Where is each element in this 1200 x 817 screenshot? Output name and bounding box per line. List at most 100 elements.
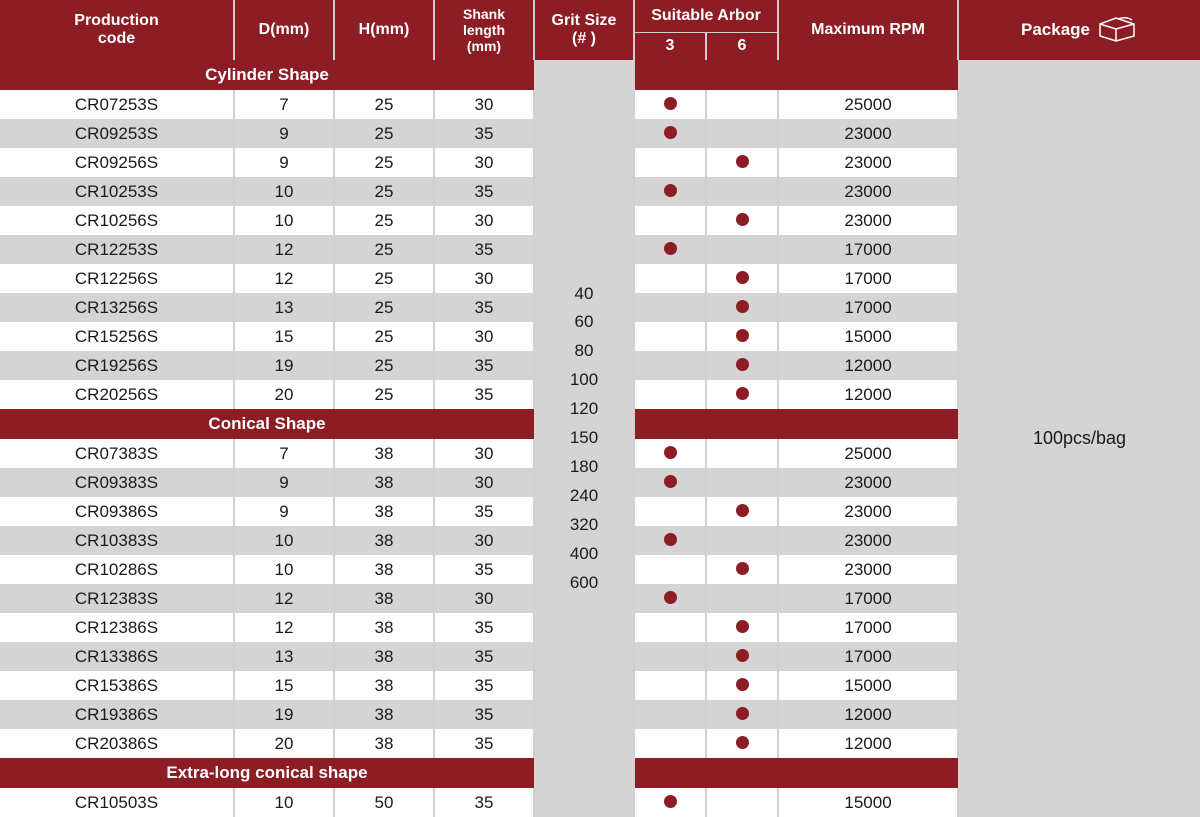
cell-arbor-6 bbox=[706, 90, 778, 119]
cell-d: 12 bbox=[234, 264, 334, 293]
cell-arbor-3 bbox=[634, 729, 706, 758]
cell-arbor-3 bbox=[634, 497, 706, 526]
cell-rpm: 17000 bbox=[778, 613, 958, 642]
cell-arbor-3 bbox=[634, 642, 706, 671]
cell-d: 12 bbox=[234, 235, 334, 264]
col-header-package: Package bbox=[958, 0, 1200, 60]
cell-code: CR09256S bbox=[0, 148, 234, 177]
dot-icon bbox=[664, 126, 677, 139]
cell-arbor-6 bbox=[706, 700, 778, 729]
cell-h: 25 bbox=[334, 148, 434, 177]
cell-shank: 35 bbox=[434, 119, 534, 148]
cell-arbor-3 bbox=[634, 293, 706, 322]
col-header-arbor-3: 3 bbox=[634, 32, 706, 60]
cell-arbor-3 bbox=[634, 351, 706, 380]
col-header-arbor-6: 6 bbox=[706, 32, 778, 60]
cell-code: CR10383S bbox=[0, 526, 234, 555]
cell-code: CR09386S bbox=[0, 497, 234, 526]
cell-arbor-6 bbox=[706, 264, 778, 293]
dot-icon bbox=[736, 155, 749, 168]
cell-h: 25 bbox=[334, 351, 434, 380]
cell-rpm: 12000 bbox=[778, 351, 958, 380]
section-header: Cylinder Shape bbox=[0, 60, 534, 90]
cell-arbor-3 bbox=[634, 788, 706, 817]
dot-icon bbox=[736, 213, 749, 226]
cell-arbor-3 bbox=[634, 671, 706, 700]
dot-icon bbox=[736, 358, 749, 371]
cell-h: 25 bbox=[334, 119, 434, 148]
section-strip-arbor bbox=[634, 758, 778, 788]
cell-arbor-6 bbox=[706, 293, 778, 322]
cell-d: 12 bbox=[234, 584, 334, 613]
col-header-code: Productioncode bbox=[0, 0, 234, 60]
cell-rpm: 23000 bbox=[778, 119, 958, 148]
cell-arbor-6 bbox=[706, 613, 778, 642]
cell-shank: 30 bbox=[434, 468, 534, 497]
cell-rpm: 17000 bbox=[778, 642, 958, 671]
cell-code: CR07253S bbox=[0, 90, 234, 119]
cell-h: 38 bbox=[334, 555, 434, 584]
col-header-d: D(mm) bbox=[234, 0, 334, 60]
cell-shank: 35 bbox=[434, 613, 534, 642]
cell-h: 25 bbox=[334, 90, 434, 119]
dot-icon bbox=[664, 446, 677, 459]
cell-rpm: 25000 bbox=[778, 90, 958, 119]
cell-rpm: 23000 bbox=[778, 555, 958, 584]
dot-icon bbox=[736, 504, 749, 517]
cell-arbor-3 bbox=[634, 584, 706, 613]
cell-arbor-3 bbox=[634, 264, 706, 293]
dot-icon bbox=[736, 649, 749, 662]
cell-shank: 30 bbox=[434, 322, 534, 351]
cell-arbor-6 bbox=[706, 119, 778, 148]
cell-arbor-6 bbox=[706, 729, 778, 758]
cell-code: CR12386S bbox=[0, 613, 234, 642]
dot-icon bbox=[664, 475, 677, 488]
cell-code: CR19386S bbox=[0, 700, 234, 729]
cell-code: CR10503S bbox=[0, 788, 234, 817]
cell-arbor-3 bbox=[634, 380, 706, 409]
cell-d: 9 bbox=[234, 497, 334, 526]
cell-arbor-3 bbox=[634, 555, 706, 584]
cell-rpm: 23000 bbox=[778, 206, 958, 235]
cell-h: 25 bbox=[334, 380, 434, 409]
dot-icon bbox=[664, 97, 677, 110]
cell-arbor-3 bbox=[634, 206, 706, 235]
cell-code: CR15256S bbox=[0, 322, 234, 351]
cell-shank: 35 bbox=[434, 351, 534, 380]
cell-h: 38 bbox=[334, 468, 434, 497]
cell-code: CR12253S bbox=[0, 235, 234, 264]
cell-shank: 35 bbox=[434, 671, 534, 700]
cell-d: 10 bbox=[234, 177, 334, 206]
cell-d: 20 bbox=[234, 380, 334, 409]
cell-d: 19 bbox=[234, 351, 334, 380]
cell-arbor-6 bbox=[706, 148, 778, 177]
cell-rpm: 17000 bbox=[778, 584, 958, 613]
cell-arbor-6 bbox=[706, 526, 778, 555]
cell-d: 20 bbox=[234, 729, 334, 758]
cell-shank: 35 bbox=[434, 642, 534, 671]
cell-shank: 30 bbox=[434, 206, 534, 235]
cell-d: 19 bbox=[234, 700, 334, 729]
cell-arbor-3 bbox=[634, 526, 706, 555]
cell-arbor-3 bbox=[634, 119, 706, 148]
cell-h: 38 bbox=[334, 729, 434, 758]
cell-rpm: 17000 bbox=[778, 235, 958, 264]
cell-code: CR20386S bbox=[0, 729, 234, 758]
col-header-rpm: Maximum RPM bbox=[778, 0, 958, 60]
cell-rpm: 15000 bbox=[778, 671, 958, 700]
cell-shank: 35 bbox=[434, 788, 534, 817]
package-icon bbox=[1096, 14, 1138, 47]
cell-h: 38 bbox=[334, 642, 434, 671]
section-header: Conical Shape bbox=[0, 409, 534, 439]
cell-rpm: 15000 bbox=[778, 788, 958, 817]
cell-h: 25 bbox=[334, 206, 434, 235]
cell-arbor-3 bbox=[634, 148, 706, 177]
dot-icon bbox=[736, 620, 749, 633]
cell-d: 10 bbox=[234, 206, 334, 235]
cell-code: CR07383S bbox=[0, 439, 234, 468]
cell-arbor-3 bbox=[634, 235, 706, 264]
cell-d: 15 bbox=[234, 322, 334, 351]
cell-code: CR10253S bbox=[0, 177, 234, 206]
cell-rpm: 23000 bbox=[778, 177, 958, 206]
cell-rpm: 25000 bbox=[778, 439, 958, 468]
